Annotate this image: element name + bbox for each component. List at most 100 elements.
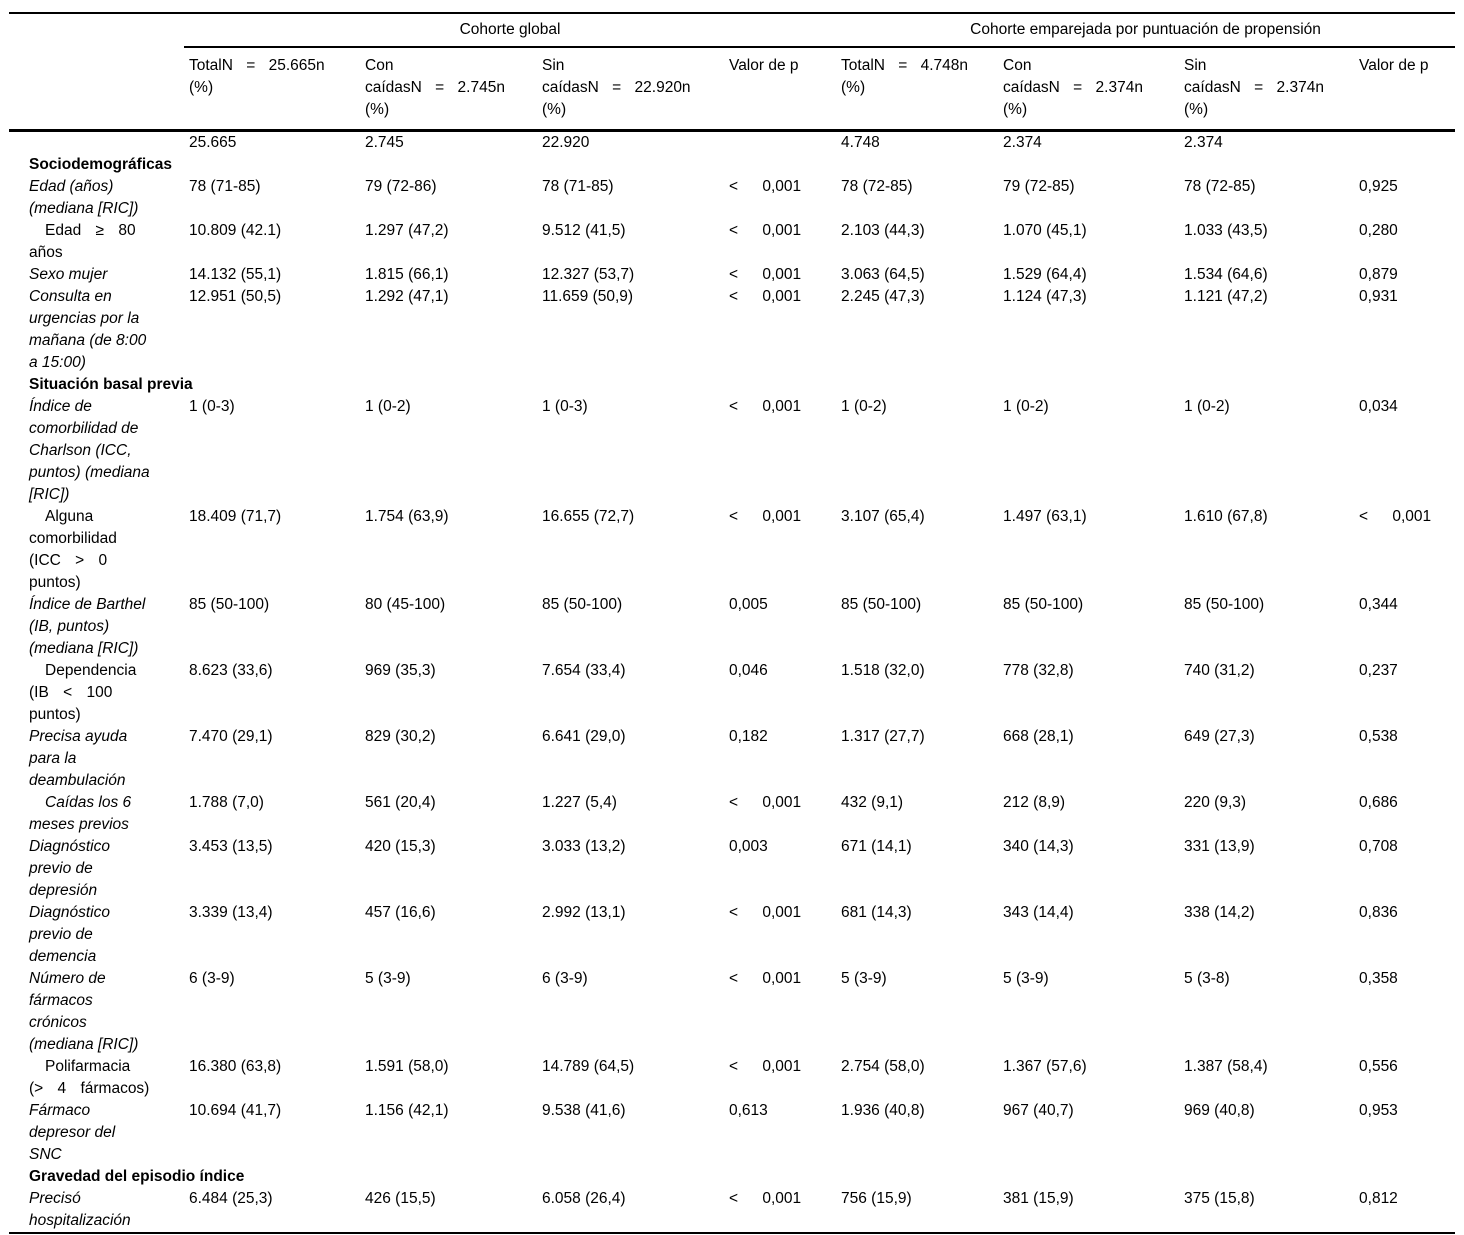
- cohort-group-row: Cohorte global Cohorte emparejada por pu…: [9, 13, 1456, 48]
- value-cell: 3.107 (65,4): [841, 508, 925, 525]
- p-value-cell: 0,280: [1359, 222, 1398, 239]
- value-cell: 7.470 (29,1): [189, 728, 273, 745]
- row-label: Índice de Barthel (IB, puntos) (mediana …: [29, 596, 146, 657]
- value-cell: 1.124 (47,3): [1003, 288, 1087, 305]
- value-cell: 85 (50-100): [542, 596, 623, 613]
- table-body: 25.665 2.745 22.920 4.748 2.374 2.374 Sociodem…: [9, 131, 1455, 1234]
- column-header-total-matched: TotalN = 4.748n (%): [836, 47, 999, 132]
- value-cell: 1 (0-2): [365, 398, 411, 415]
- p-value-cell: 0,879: [1359, 266, 1398, 283]
- table-row: 25.665 2.745 22.920 4.748 2.374 2.374: [9, 131, 1455, 155]
- row-label-header: [9, 47, 184, 132]
- table-row: Diagnóstico previo de demencia 3.339 (13,…: [9, 902, 1455, 968]
- p-value-cell: [1354, 131, 1455, 155]
- table-row: Dependencia (IB < 100 puntos) 8.623 (33,6…: [9, 660, 1455, 726]
- value-cell: 14.132 (55,1): [189, 266, 282, 283]
- value-cell: 1.033 (43,5): [1184, 222, 1268, 239]
- table-row: Situación basal previa: [9, 374, 1455, 396]
- value-cell: 79 (72-86): [365, 178, 437, 195]
- p-value-cell: 0,686: [1359, 794, 1398, 811]
- section-header: Situación basal previa: [29, 376, 193, 393]
- p-value-cell: 0,046: [729, 662, 768, 679]
- p-value-cell: < 0,001: [729, 178, 802, 195]
- p-value-cell: 0,953: [1359, 1102, 1398, 1119]
- value-cell: 85 (50-100): [1003, 596, 1084, 613]
- p-value-cell: 0,836: [1359, 904, 1398, 921]
- table-row: Diagnóstico previo de depresión 3.453 (13…: [9, 836, 1455, 902]
- p-value-cell: 0,613: [729, 1102, 768, 1119]
- comparison-table: Cohorte global Cohorte emparejada por pu…: [9, 12, 1456, 1234]
- p-value-cell: 0,358: [1359, 970, 1398, 987]
- p-value-cell: < 0,001: [729, 794, 802, 811]
- value-cell: 340 (14,3): [1003, 838, 1074, 855]
- row-label: Sexo mujer: [29, 266, 108, 283]
- value-cell: 12.327 (53,7): [542, 266, 635, 283]
- value-cell: 2.245 (47,3): [841, 288, 925, 305]
- group-header-global: Cohorte global: [184, 13, 837, 48]
- value-cell: 681 (14,3): [841, 904, 912, 921]
- p-value-cell: 0,931: [1359, 288, 1398, 305]
- value-cell: 6 (3-9): [542, 970, 588, 987]
- value-cell: 1.121 (47,2): [1184, 288, 1268, 305]
- value-cell: 25.665: [189, 134, 237, 151]
- value-cell: 2.754 (58,0): [841, 1058, 925, 1075]
- table-row: Gravedad del episodio índice: [9, 1166, 1455, 1188]
- value-cell: 1.591 (58,0): [365, 1058, 449, 1075]
- value-cell: 668 (28,1): [1003, 728, 1074, 745]
- p-value-cell: 0,003: [729, 838, 768, 855]
- value-cell: 381 (15,9): [1003, 1190, 1074, 1207]
- value-cell: 426 (15,5): [365, 1190, 436, 1207]
- p-value-cell: < 0,001: [729, 266, 802, 283]
- value-cell: 2.745: [365, 134, 404, 151]
- p-value-cell: 0,708: [1359, 838, 1398, 855]
- value-cell: 78 (71-85): [542, 178, 614, 195]
- row-label: Fármaco depresor del SNC: [29, 1102, 116, 1163]
- value-cell: 6 (3-9): [189, 970, 235, 987]
- section-header: Sociodemográficas: [29, 156, 172, 173]
- value-cell: 8.623 (33,6): [189, 662, 273, 679]
- p-value-cell: < 0,001: [729, 970, 802, 987]
- value-cell: 561 (20,4): [365, 794, 436, 811]
- value-cell: 5 (3-9): [841, 970, 887, 987]
- value-cell: 1.297 (47,2): [365, 222, 449, 239]
- column-header-falls-global: Con caídasN = 2.745n (%): [360, 47, 537, 132]
- row-label: Edad ≥ 80 años: [29, 222, 136, 261]
- column-header-total-global: TotalN = 25.665n (%): [184, 47, 360, 132]
- value-cell: 967 (40,7): [1003, 1102, 1074, 1119]
- value-cell: 16.655 (72,7): [542, 508, 635, 525]
- value-cell: 10.694 (41,7): [189, 1102, 282, 1119]
- value-cell: 9.538 (41,6): [542, 1102, 626, 1119]
- value-cell: 1.497 (63,1): [1003, 508, 1087, 525]
- value-cell: 778 (32,8): [1003, 662, 1074, 679]
- value-cell: 1 (0-2): [1003, 398, 1049, 415]
- column-header-row: TotalN = 25.665n (%) Con caídasN = 2.745…: [9, 47, 1456, 132]
- row-label: Número de fármacos crónicos (mediana [RI…: [29, 970, 139, 1053]
- p-value-cell: 0,538: [1359, 728, 1398, 745]
- p-value-cell: < 0,001: [729, 1190, 802, 1207]
- value-cell: 1.815 (66,1): [365, 266, 449, 283]
- value-cell: 6.058 (26,4): [542, 1190, 626, 1207]
- table-row: Polifarmacia (> 4 fármacos) 16.380 (63,8)…: [9, 1056, 1455, 1100]
- value-cell: 2.103 (44,3): [841, 222, 925, 239]
- value-cell: 220 (9,3): [1184, 794, 1247, 811]
- value-cell: 338 (14,2): [1184, 904, 1255, 921]
- value-cell: 2.992 (13,1): [542, 904, 626, 921]
- value-cell: 1.518 (32,0): [841, 662, 925, 679]
- value-cell: 2.374: [1003, 134, 1042, 151]
- p-value-cell: < 0,001: [729, 904, 802, 921]
- value-cell: 5 (3-9): [365, 970, 411, 987]
- value-cell: 331 (13,9): [1184, 838, 1255, 855]
- p-value-cell: 0,812: [1359, 1190, 1398, 1207]
- value-cell: 6.484 (25,3): [189, 1190, 273, 1207]
- value-cell: 2.374: [1184, 134, 1223, 151]
- value-cell: 829 (30,2): [365, 728, 436, 745]
- value-cell: 420 (15,3): [365, 838, 436, 855]
- p-value-cell: 0,034: [1359, 398, 1398, 415]
- value-cell: 740 (31,2): [1184, 662, 1255, 679]
- value-cell: 1.529 (64,4): [1003, 266, 1087, 283]
- table-row: Precisó hospitalización 6.484 (25,3) 426 (…: [9, 1188, 1455, 1233]
- value-cell: 12.951 (50,5): [189, 288, 282, 305]
- value-cell: 343 (14,4): [1003, 904, 1074, 921]
- table-row: Fármaco depresor del SNC 10.694 (41,7) 1.1…: [9, 1100, 1455, 1166]
- value-cell: 6.641 (29,0): [542, 728, 626, 745]
